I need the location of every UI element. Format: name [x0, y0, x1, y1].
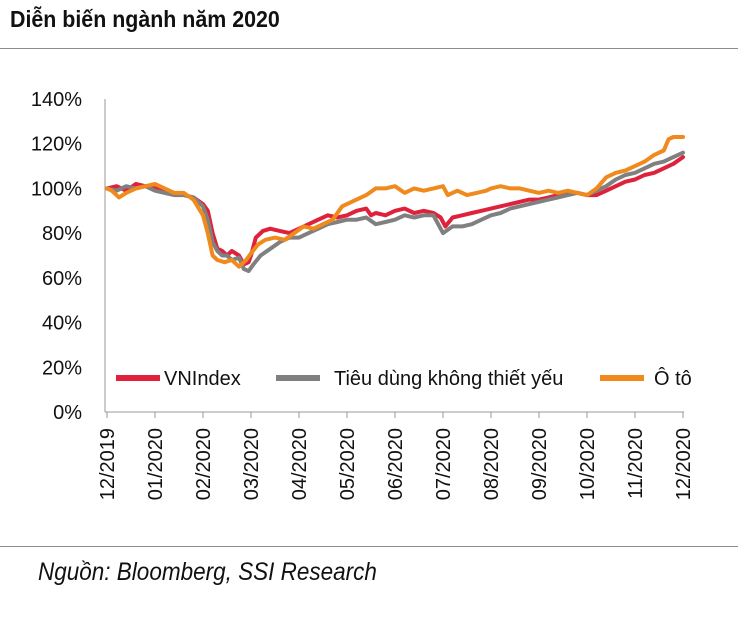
top-divider — [0, 48, 738, 49]
chart-title: Diễn biến ngành năm 2020 — [10, 6, 280, 32]
x-tick-label: 08/2020 — [481, 428, 503, 500]
x-tick-label: 09/2020 — [529, 428, 551, 500]
x-tick-label: 01/2020 — [145, 428, 167, 500]
source-note: Nguồn: Bloomberg, SSI Research — [38, 558, 377, 586]
bottom-divider — [0, 546, 738, 547]
series-lines — [105, 135, 685, 274]
legend-label-tieu-dung: Tiêu dùng không thiết yếu — [334, 368, 563, 390]
y-tick-label: 60% — [42, 268, 82, 290]
y-tick-label: 120% — [31, 134, 82, 156]
legend-label-o-to: Ô tô — [654, 367, 692, 390]
legend: VNIndex Tiêu dùng không thiết yếu Ô tô — [116, 367, 692, 390]
y-tick-label: 80% — [42, 223, 82, 245]
y-tick-label: 100% — [31, 178, 82, 200]
series-line-2 — [105, 135, 685, 269]
x-tick-label: 06/2020 — [385, 428, 407, 500]
x-tick-label: 11/2020 — [625, 428, 647, 499]
y-tick-label: 40% — [42, 313, 82, 335]
x-tick-label: 04/2020 — [289, 428, 311, 500]
series-line-0 — [105, 155, 685, 267]
x-tick-label: 03/2020 — [241, 428, 263, 500]
x-tick-label: 12/2019 — [97, 428, 119, 500]
x-tick-label: 05/2020 — [337, 428, 359, 500]
x-tick-label: 10/2020 — [577, 428, 599, 500]
y-tick-labels: 0% 20% 40% 60% 80% 100% 120% 140% — [31, 89, 82, 424]
line-chart: 0% 20% 40% 60% 80% 100% 120% 140% 12/2019 01/202… — [31, 89, 695, 500]
x-tick-label: 12/2020 — [673, 428, 695, 500]
legend-label-vnindex: VNIndex — [164, 368, 241, 390]
y-tick-label: 140% — [31, 89, 82, 111]
x-tick-labels: 12/2019 01/2020 02/2020 03/2020 04/2020 05/20… — [97, 412, 695, 500]
y-tick-label: 20% — [42, 357, 82, 379]
y-tick-label: 0% — [53, 402, 82, 424]
x-tick-label: 02/2020 — [193, 428, 215, 500]
x-tick-label: 07/2020 — [433, 428, 455, 500]
